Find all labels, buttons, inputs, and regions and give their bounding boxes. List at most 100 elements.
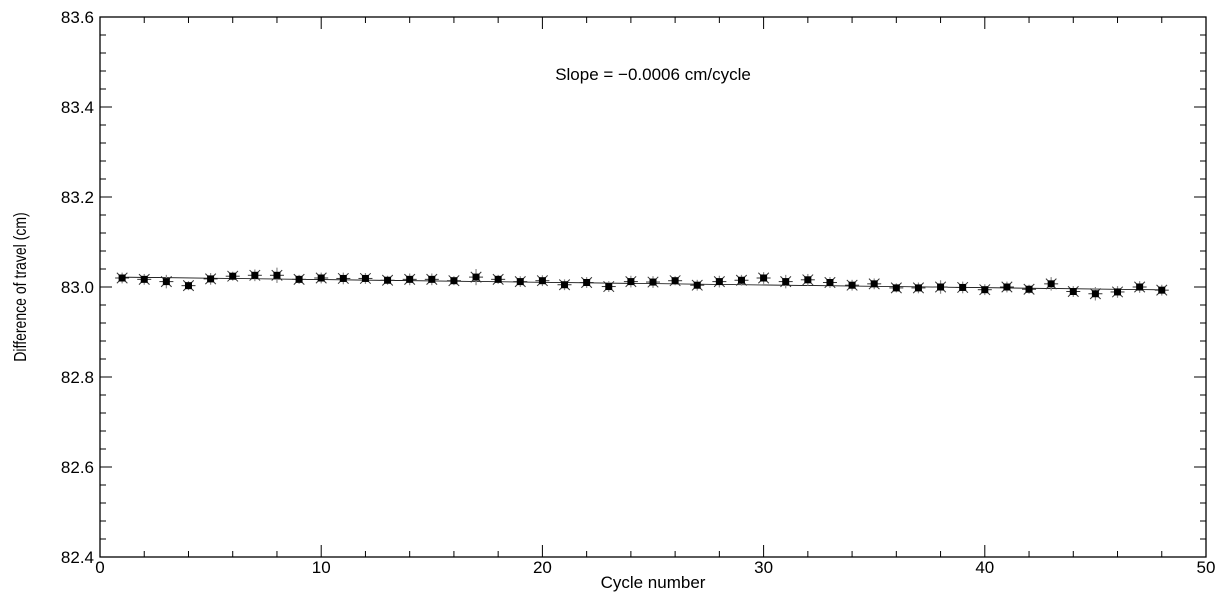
marker-center (538, 277, 546, 285)
y-tick-label: 83.4 (61, 98, 94, 117)
data-point (977, 284, 992, 296)
data-point (1066, 285, 1081, 298)
data-point (137, 273, 152, 285)
marker-center (649, 278, 657, 286)
data-point (668, 275, 683, 287)
data-point (1088, 287, 1103, 301)
y-tick-label: 83.2 (61, 188, 94, 207)
marker-center (1069, 288, 1077, 295)
marker-center (472, 273, 480, 281)
data-point (292, 273, 307, 285)
data-point (845, 279, 860, 291)
marker-center (1091, 290, 1099, 298)
y-tick-label: 82.6 (61, 458, 94, 477)
y-tick-label: 83.0 (61, 278, 94, 297)
marker-center (561, 281, 569, 289)
y-tick-label: 83.6 (61, 8, 94, 27)
data-point (800, 273, 815, 286)
data-point (336, 272, 351, 285)
marker-center (693, 281, 701, 289)
marker-center (1003, 283, 1011, 291)
data-point (380, 274, 395, 286)
data-point (314, 272, 329, 284)
data-point (955, 281, 970, 294)
data-point (756, 272, 771, 284)
data-point (535, 275, 550, 287)
marker-center (760, 274, 768, 282)
data-point (999, 281, 1014, 293)
marker-center (848, 281, 856, 289)
marker-center (981, 286, 989, 294)
data-point (1132, 281, 1147, 293)
marker-center (870, 280, 878, 288)
data-point (712, 275, 727, 288)
marker-center (914, 284, 922, 292)
marker-center (826, 279, 834, 286)
x-tick-label: 40 (975, 558, 994, 577)
data-point (557, 279, 572, 291)
data-point (402, 273, 417, 286)
marker-center (162, 278, 170, 286)
marker-center (1114, 288, 1122, 296)
y-axis-label: Difference of travel (cm) (10, 212, 30, 361)
data-point (247, 269, 262, 282)
marker-center (494, 275, 502, 283)
marker-center (1025, 285, 1033, 293)
data-point (623, 275, 638, 288)
marker-center (384, 276, 392, 284)
marker-center (317, 274, 325, 282)
marker-center (1158, 286, 1166, 294)
marker-center (1136, 283, 1144, 291)
marker-center (361, 274, 369, 282)
marker-center (516, 278, 524, 286)
x-axis-label: Cycle number (601, 573, 706, 592)
data-points (115, 267, 1169, 301)
data-point (734, 274, 749, 286)
tick-labels: 0 10 20 30 40 50 82.4 82.6 82.8 83.0 83.2 83.4 83.6 (61, 8, 1216, 577)
data-point (867, 278, 882, 290)
marker-center (627, 278, 635, 286)
data-point (424, 273, 439, 286)
data-point (203, 273, 218, 285)
data-point (491, 273, 506, 285)
data-point (358, 272, 373, 285)
marker-center (892, 284, 900, 292)
marker-center (450, 277, 458, 285)
marker-center (428, 275, 436, 283)
marker-center (804, 276, 812, 284)
data-point (579, 276, 594, 289)
data-point (1022, 283, 1037, 295)
marker-center (207, 275, 215, 283)
marker-center (406, 275, 414, 283)
data-point (778, 274, 793, 289)
marker-center (715, 278, 723, 286)
marker-center (782, 278, 790, 286)
annotation-slope: Slope = −0.0006 cm/cycle (555, 65, 751, 84)
data-point (646, 276, 660, 288)
marker-center (140, 275, 148, 283)
data-point (1044, 277, 1059, 291)
marker-center (118, 274, 126, 282)
x-tick-label: 20 (533, 558, 552, 577)
data-point (1154, 284, 1169, 296)
data-point (159, 274, 174, 289)
y-tick-label: 82.4 (61, 548, 94, 567)
data-point (446, 275, 461, 287)
data-point (1110, 286, 1125, 298)
marker-center (959, 283, 967, 291)
data-point (911, 282, 926, 294)
marker-center (251, 271, 259, 279)
y-tick-label: 82.8 (61, 368, 94, 387)
marker-center (184, 282, 192, 290)
data-point (889, 282, 904, 294)
data-point (225, 270, 240, 282)
marker-center (229, 272, 237, 280)
x-tick-label: 0 (95, 558, 104, 577)
data-point (115, 272, 130, 284)
data-point (269, 267, 284, 283)
x-tick-label: 10 (312, 558, 331, 577)
data-point (469, 269, 484, 286)
marker-center (937, 283, 945, 291)
x-tick-label: 30 (754, 558, 773, 577)
